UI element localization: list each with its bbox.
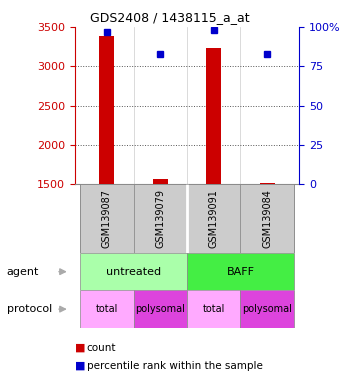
Text: polysomal: polysomal — [135, 304, 185, 314]
Bar — [240, 184, 294, 253]
Bar — [134, 184, 187, 253]
Text: GSM139079: GSM139079 — [155, 189, 165, 248]
Bar — [187, 253, 294, 290]
Text: total: total — [96, 304, 118, 314]
Bar — [240, 290, 294, 328]
Text: percentile rank within the sample: percentile rank within the sample — [87, 361, 262, 371]
Text: total: total — [203, 304, 225, 314]
Text: agent: agent — [7, 266, 39, 277]
Text: BAFF: BAFF — [226, 266, 254, 277]
Text: GDS2408 / 1438115_a_at: GDS2408 / 1438115_a_at — [90, 12, 250, 25]
Text: ■: ■ — [75, 343, 85, 353]
Bar — [80, 290, 134, 328]
Bar — [80, 253, 187, 290]
Bar — [99, 36, 114, 184]
Bar — [80, 184, 134, 253]
Bar — [260, 183, 275, 184]
Text: GSM139087: GSM139087 — [102, 189, 112, 248]
Text: ■: ■ — [75, 361, 85, 371]
Text: polysomal: polysomal — [242, 304, 292, 314]
Bar — [153, 179, 168, 184]
Bar — [206, 48, 221, 184]
Bar — [187, 290, 240, 328]
Text: GSM139091: GSM139091 — [209, 189, 219, 248]
Text: untreated: untreated — [106, 266, 161, 277]
Bar — [134, 290, 187, 328]
Text: GSM139084: GSM139084 — [262, 189, 272, 248]
Text: count: count — [87, 343, 116, 353]
Text: protocol: protocol — [7, 304, 52, 314]
Bar — [187, 184, 240, 253]
